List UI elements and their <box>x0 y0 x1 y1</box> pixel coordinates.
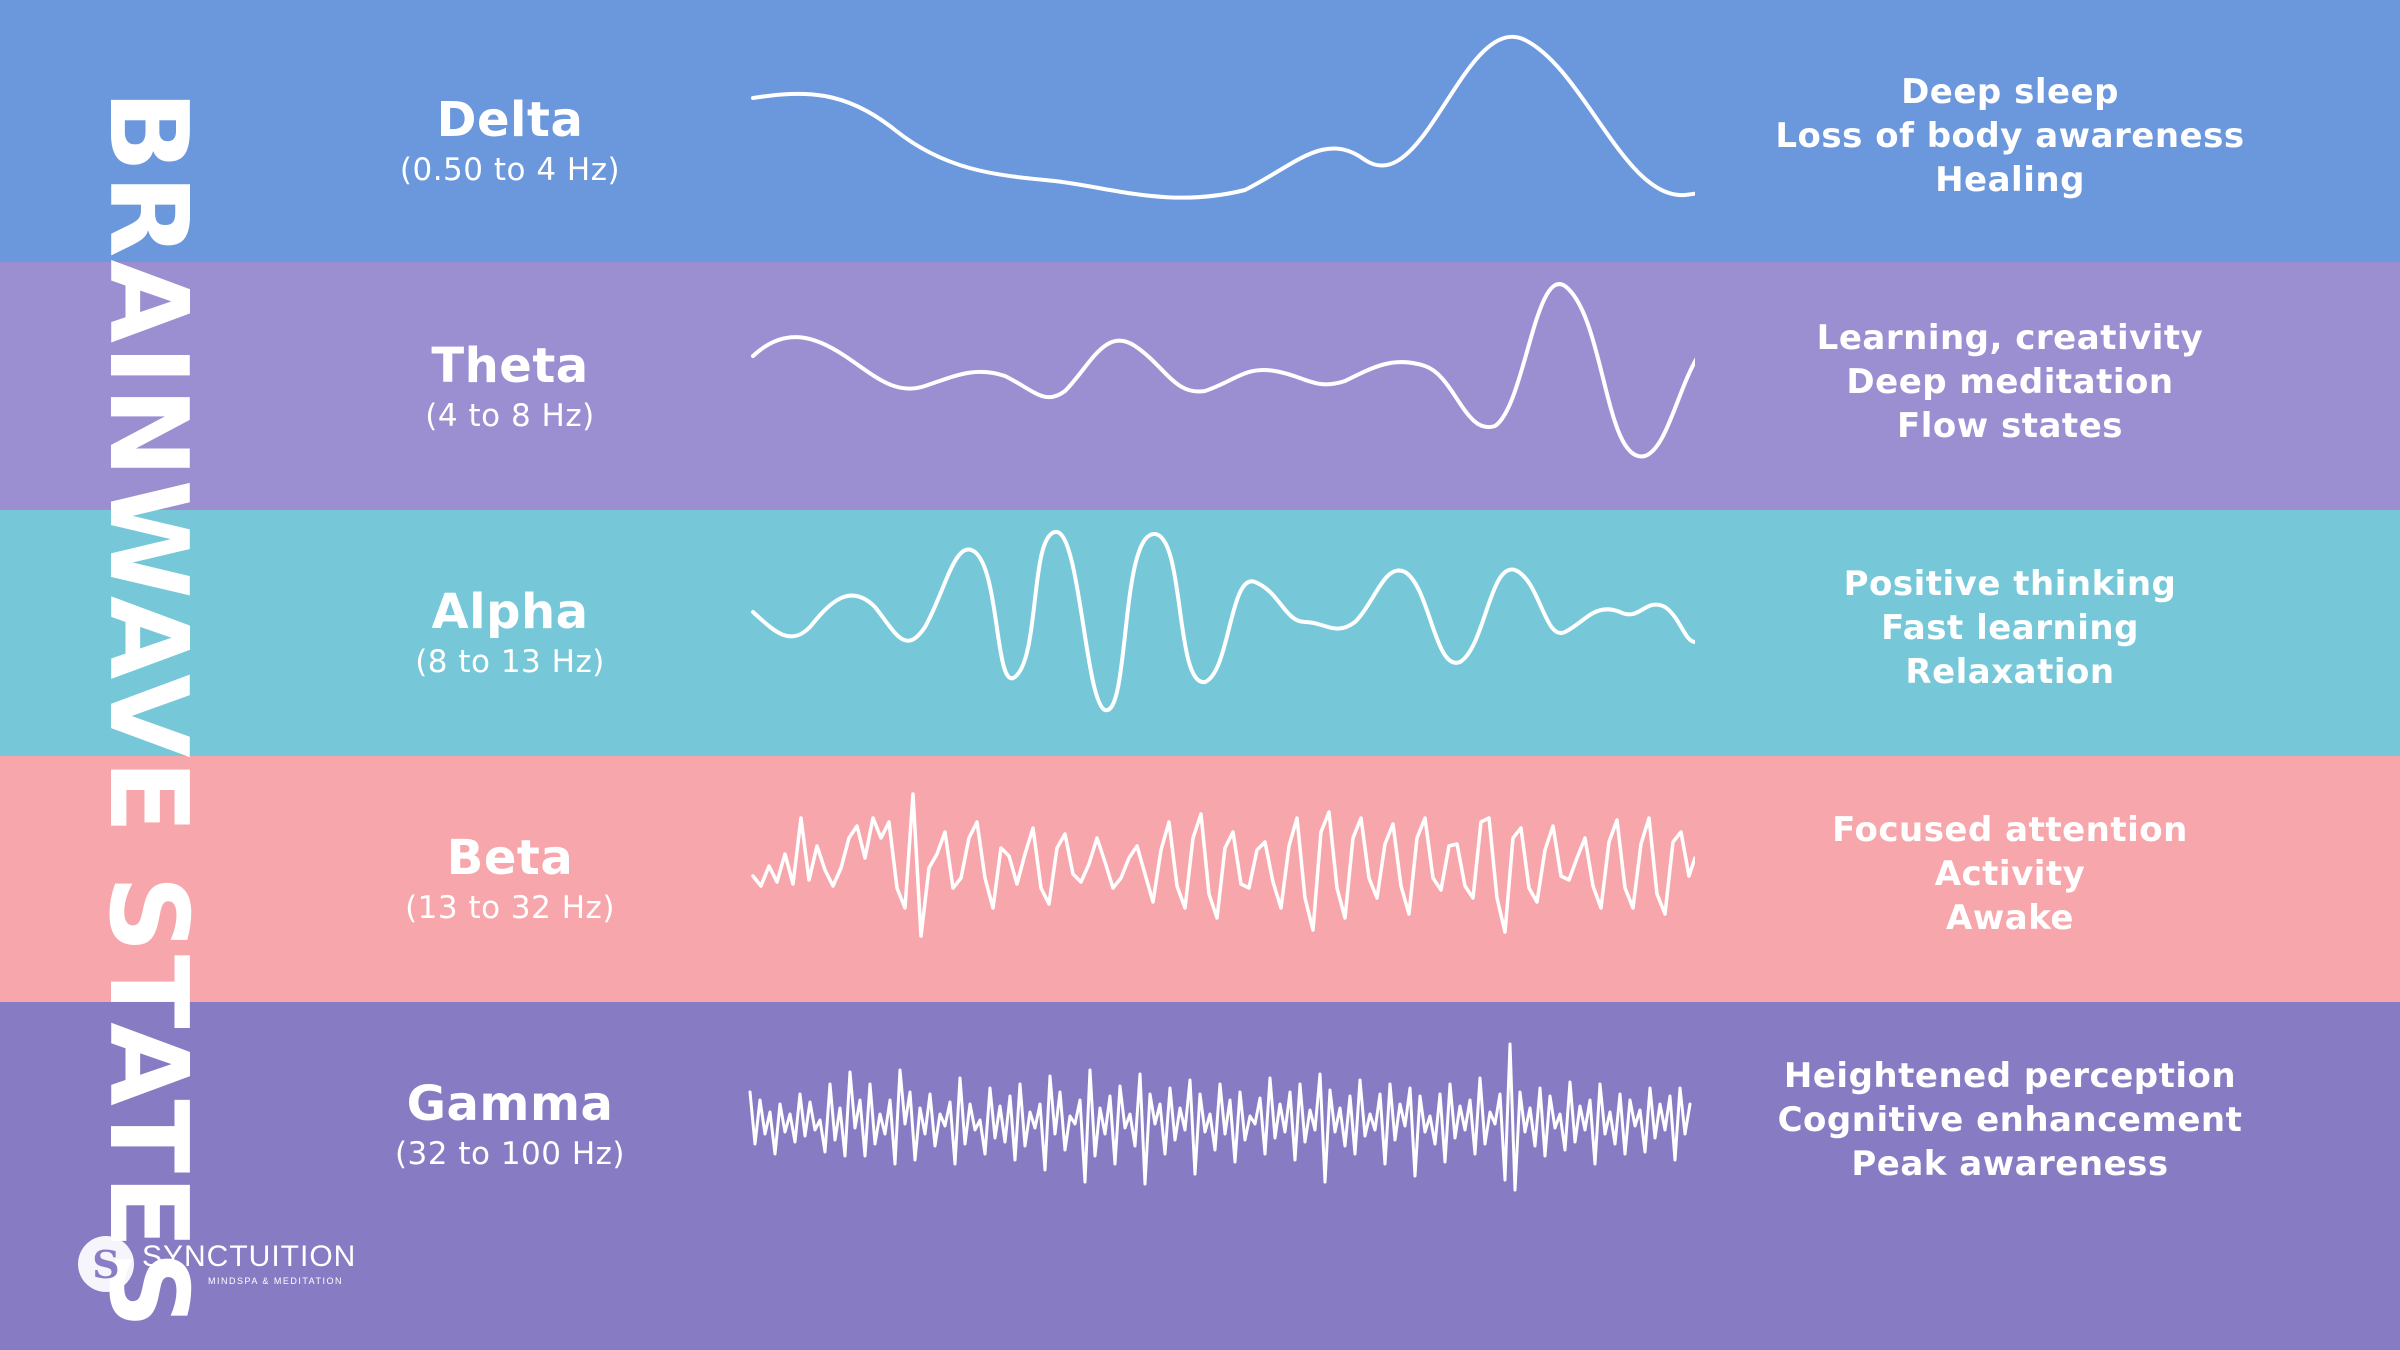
band-description-line: Deep sleep <box>1901 72 2119 112</box>
theta-waveform <box>751 282 1695 459</box>
band-name: Theta <box>431 338 589 394</box>
band-description-line: Peak awareness <box>1851 1144 2169 1184</box>
band-description-line: Loss of body awareness <box>1775 116 2245 156</box>
band-frequency-range: (8 to 13 Hz) <box>415 644 605 680</box>
band-description-line: Positive thinking <box>1843 564 2177 604</box>
synctuition-logo-icon: S <box>78 1236 134 1292</box>
band-name: Beta <box>446 830 574 886</box>
band-frequency-range: (13 to 32 Hz) <box>405 890 615 926</box>
band-beta: Beta (13 to 32 Hz) Focused attention Act… <box>0 756 2400 1002</box>
band-gamma: Gamma (32 to 100 Hz) Heightened percepti… <box>0 1002 2400 1350</box>
band-description-line: Deep meditation <box>1846 362 2174 402</box>
band-name: Gamma <box>406 1076 614 1132</box>
band-descriptions: Heightened perception Cognitive enhancem… <box>1760 1054 2260 1186</box>
band-descriptions: Focused attention Activity Awake <box>1760 808 2260 940</box>
delta-waveform <box>751 35 1695 200</box>
alpha-waveform <box>751 530 1695 712</box>
band-description-line: Learning, creativity <box>1816 318 2204 358</box>
band-description-line: Fast learning <box>1881 608 2139 648</box>
band-frequency-range: (32 to 100 Hz) <box>394 1136 626 1172</box>
band-description-line: Cognitive enhancement <box>1777 1100 2243 1140</box>
band-description-line: Focused attention <box>1832 810 2188 850</box>
band-delta: Delta (0.50 to 4 Hz) Deep sleep Loss of … <box>0 0 2400 262</box>
band-description-line: Activity <box>1934 854 2086 894</box>
beta-waveform <box>751 792 1695 938</box>
band-descriptions: Positive thinking Fast learning Relaxati… <box>1760 562 2260 694</box>
band-frequency-range: (0.50 to 4 Hz) <box>399 152 621 188</box>
page-title: BRAINWAVE STATES <box>85 90 210 1331</box>
band-name: Alpha <box>431 584 589 640</box>
logo-tagline: MINDSPA & MEDITATION <box>208 1276 344 1286</box>
band-description-line: Heightened perception <box>1783 1056 2237 1096</box>
band-description-line: Flow states <box>1897 406 2123 446</box>
band-description-line: Relaxation <box>1905 652 2115 692</box>
band-description-line: Awake <box>1946 898 2074 938</box>
gamma-waveform <box>748 1042 1692 1192</box>
band-descriptions: Deep sleep Loss of body awareness Healin… <box>1760 70 2260 202</box>
band-frequency-range: (4 to 8 Hz) <box>425 398 595 434</box>
band-alpha: Alpha (8 to 13 Hz) Positive thinking Fas… <box>0 510 2400 756</box>
band-description-line: Healing <box>1935 160 2085 200</box>
band-theta: Theta (4 to 8 Hz) Learning, creativity D… <box>0 262 2400 510</box>
band-name: Delta <box>436 92 584 148</box>
band-descriptions: Learning, creativity Deep meditation Flo… <box>1760 316 2260 448</box>
logo-wordmark: SYNCTUITION <box>142 1240 357 1273</box>
